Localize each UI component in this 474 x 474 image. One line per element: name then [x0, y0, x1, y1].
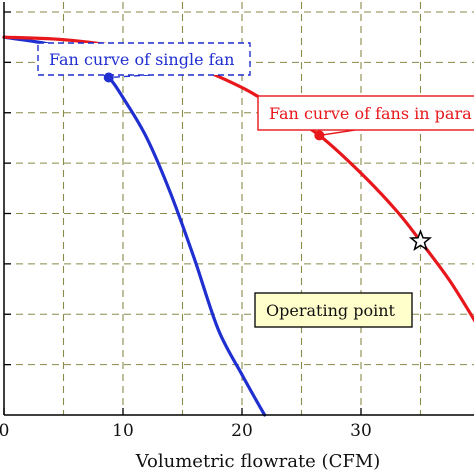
- x-tick-label: 30: [350, 421, 372, 441]
- parallel-fans-label: Fan curve of fans in para: [269, 104, 472, 123]
- series-lines: [2, 35, 474, 417]
- annotation-leader-line: [319, 129, 356, 137]
- x-axis-title: Volumetric flowrate (CFM): [135, 451, 381, 472]
- single-fan-label-box: [37, 42, 251, 76]
- single-fan-label: Fan curve of single fan: [49, 50, 234, 69]
- operating-point-label: Operating point: [266, 301, 395, 320]
- annotated-point-dot: [103, 72, 114, 83]
- annotations: Fan curve of single fan Fan curve of fans…: [37, 42, 474, 328]
- annotation-leader-line: [108, 74, 151, 79]
- parallel-fans-label-box: [257, 95, 474, 131]
- x-tick-label: 0: [0, 421, 9, 441]
- parallel-fans-curve-line: [2, 35, 474, 323]
- x-tick-labels: 0 10 20 30: [0, 408, 372, 441]
- axes: [3, 2, 474, 416]
- x-tick-label: 10: [112, 421, 134, 441]
- operating-point-star-marker: [408, 229, 433, 252]
- annotated-point-dot: [314, 130, 325, 141]
- x-tick-label: 20: [231, 421, 253, 441]
- single-fan-curve-line: [2, 35, 267, 417]
- operating-point-label-box: [254, 292, 413, 328]
